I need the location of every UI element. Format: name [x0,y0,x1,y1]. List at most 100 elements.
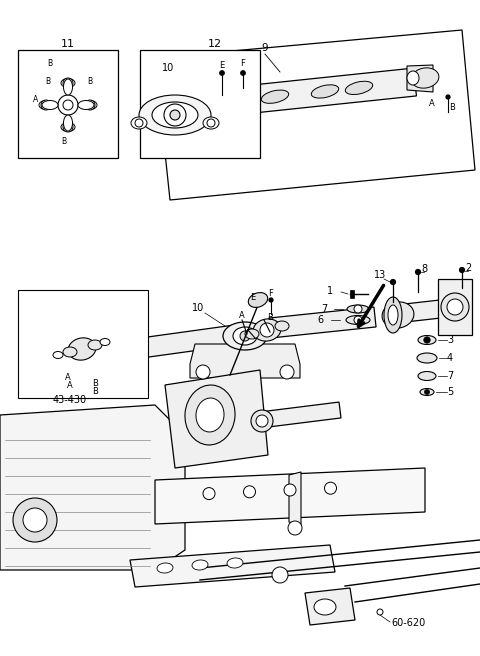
Polygon shape [259,402,341,428]
Polygon shape [104,325,236,363]
Text: 1: 1 [327,286,333,296]
Circle shape [251,300,255,304]
Ellipse shape [384,297,402,333]
Polygon shape [190,344,300,378]
Polygon shape [38,348,84,377]
Text: B: B [61,138,67,146]
Text: B: B [267,312,273,321]
Ellipse shape [382,302,414,328]
Ellipse shape [61,79,75,87]
Ellipse shape [245,329,259,339]
Circle shape [219,70,225,75]
Text: 2: 2 [465,263,471,273]
Ellipse shape [223,322,267,350]
Circle shape [207,119,215,127]
Circle shape [240,70,245,75]
Circle shape [85,100,95,110]
Ellipse shape [447,299,463,315]
Text: 8: 8 [421,264,427,274]
Text: 4: 4 [447,353,453,363]
Ellipse shape [100,338,110,346]
Ellipse shape [227,558,243,568]
Ellipse shape [42,100,58,110]
Ellipse shape [314,599,336,615]
Text: 60-620: 60-620 [391,618,425,628]
Ellipse shape [170,110,180,120]
Polygon shape [407,65,433,92]
Circle shape [196,365,210,379]
Ellipse shape [417,353,437,363]
Text: B: B [92,380,98,388]
Ellipse shape [411,68,439,88]
Polygon shape [404,298,459,322]
Circle shape [243,486,255,498]
Ellipse shape [157,563,173,573]
Polygon shape [165,370,268,468]
Circle shape [377,609,383,615]
Ellipse shape [139,95,211,135]
Text: 11: 11 [61,39,75,49]
Ellipse shape [53,352,63,358]
Circle shape [354,316,362,324]
Ellipse shape [256,415,268,427]
Ellipse shape [88,340,102,350]
Ellipse shape [185,385,235,445]
Polygon shape [305,588,355,625]
Bar [140,50,260,158]
Ellipse shape [248,293,268,308]
Ellipse shape [96,345,112,357]
Ellipse shape [63,347,77,357]
Circle shape [446,95,450,99]
Text: A: A [239,310,245,319]
Ellipse shape [39,100,53,110]
Text: A: A [67,380,73,390]
Text: A: A [34,96,38,104]
Circle shape [416,270,420,274]
Text: A: A [65,373,71,382]
Polygon shape [289,472,301,525]
Circle shape [288,521,302,535]
Ellipse shape [63,115,72,131]
Ellipse shape [420,388,434,396]
Polygon shape [438,279,472,335]
Polygon shape [0,405,185,570]
Ellipse shape [233,327,257,345]
Circle shape [260,323,274,337]
Text: 7: 7 [321,304,327,314]
Ellipse shape [347,305,369,313]
Ellipse shape [346,316,370,325]
Bar [18,290,148,398]
Bar [18,50,118,158]
Ellipse shape [83,100,97,110]
Text: E: E [219,62,225,70]
Ellipse shape [76,346,100,364]
Text: B: B [48,58,53,68]
Ellipse shape [418,371,436,380]
Polygon shape [130,545,335,587]
Ellipse shape [388,305,398,325]
Text: 5: 5 [447,387,453,397]
Circle shape [284,484,296,496]
Circle shape [272,567,288,583]
Text: 9: 9 [262,43,268,53]
Polygon shape [155,468,425,524]
Ellipse shape [164,104,186,126]
Text: F: F [240,58,245,68]
Polygon shape [350,290,354,298]
Ellipse shape [253,319,281,341]
Ellipse shape [61,123,75,131]
Ellipse shape [240,331,250,341]
Text: B: B [92,386,98,396]
Ellipse shape [64,353,80,365]
Circle shape [82,349,94,361]
Circle shape [424,337,430,343]
Text: 3: 3 [447,335,453,345]
Circle shape [280,365,294,379]
Circle shape [354,305,362,313]
Text: 7: 7 [447,371,453,381]
Ellipse shape [251,410,273,432]
Circle shape [324,482,336,494]
Ellipse shape [418,335,436,344]
Circle shape [203,487,215,500]
Ellipse shape [196,398,224,432]
